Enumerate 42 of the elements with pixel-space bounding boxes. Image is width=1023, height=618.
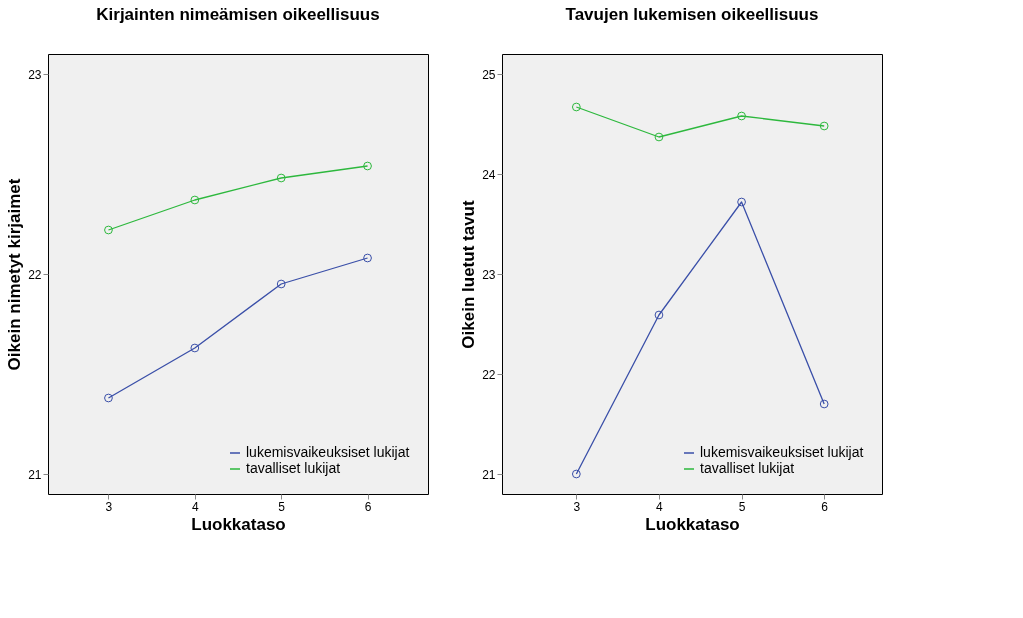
point	[819, 399, 829, 409]
x-tick-label: 4	[656, 499, 664, 514]
y-tick-label: 22	[482, 367, 496, 382]
y-tick-label: 22	[28, 267, 42, 282]
point	[737, 111, 746, 121]
point	[104, 393, 113, 403]
point	[276, 173, 286, 183]
y-tick-label: 21	[482, 467, 496, 482]
point	[190, 195, 200, 205]
point	[737, 197, 746, 207]
point	[819, 121, 829, 131]
x-tick-label: 6	[821, 499, 829, 514]
y-tick-label: 21	[28, 467, 42, 482]
chart-title: Kirjainten nimeämisen oikeellisuus	[96, 5, 380, 24]
y-tick-label: 24	[482, 167, 496, 182]
point	[276, 279, 286, 289]
x-tick-label: 5	[278, 499, 286, 514]
x-axis-title: Luokkataso	[645, 514, 740, 534]
legend-label: tavalliset lukijat	[246, 460, 341, 476]
x-tick-label: 3	[573, 499, 581, 514]
point	[363, 253, 372, 263]
x-tick-label: 3	[105, 499, 113, 514]
chart-title: Tavujen lukemisen oikeellisuus	[565, 5, 819, 24]
y-axis-title: Oikein nimetyt kirjaimet	[5, 178, 25, 371]
point	[654, 132, 664, 142]
point	[190, 343, 200, 353]
point	[104, 225, 113, 235]
legend-label: lukemisvaikeuksiset lukijat	[246, 444, 410, 460]
y-axis-title: Oikein luetut tavut	[459, 200, 479, 349]
y-tick-label: 23	[28, 67, 42, 82]
x-tick-label: 6	[364, 499, 372, 514]
x-tick-label: 5	[738, 499, 746, 514]
x-axis-title: Luokkataso	[191, 514, 286, 534]
y-tick-label: 25	[482, 67, 496, 82]
point	[571, 469, 581, 479]
point	[363, 161, 372, 171]
point	[654, 310, 664, 320]
y-tick-label: 23	[482, 267, 496, 282]
x-tick-label: 4	[191, 499, 199, 514]
point	[571, 102, 581, 112]
legend-label: lukemisvaikeuksiset lukijat	[700, 444, 864, 460]
legend-label: tavalliset lukijat	[700, 460, 795, 476]
